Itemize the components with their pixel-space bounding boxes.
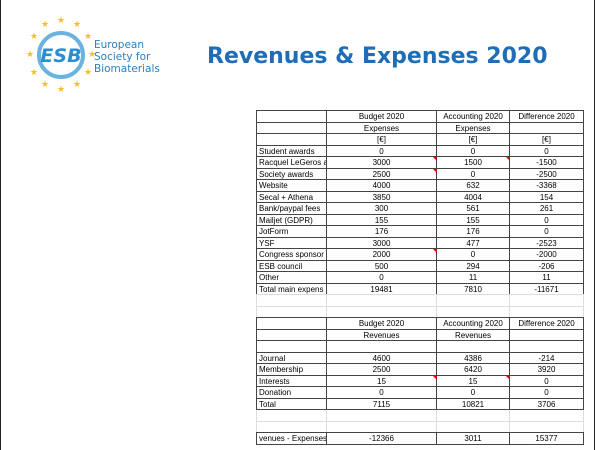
svg-text:★: ★ — [30, 68, 38, 78]
slide-title: Revenues & Expenses 2020 — [207, 44, 548, 69]
logo-initials: ESB — [40, 45, 81, 67]
comment-marker — [433, 157, 437, 161]
comment-marker — [506, 157, 510, 161]
comment-marker — [506, 375, 510, 380]
svg-text:★: ★ — [84, 68, 92, 78]
comment-marker — [433, 249, 437, 253]
table-cell: 3011 — [436, 432, 510, 445]
table-cell: 7115 — [326, 397, 437, 410]
svg-text:★: ★ — [84, 32, 92, 42]
logo-stars: ★ ★★★ ★★★★ ★★★★ — [26, 16, 96, 95]
logo: ESB ★ ★★★ ★★★★ ★★★★ — [26, 16, 96, 95]
logo-text: Biomaterials — [94, 63, 160, 75]
table-cell: 15377 — [509, 432, 584, 445]
table-cell: -12366 — [326, 432, 437, 445]
svg-text:★: ★ — [41, 80, 49, 90]
svg-text:★: ★ — [73, 80, 81, 90]
svg-text:★: ★ — [73, 20, 81, 30]
table-cell: Total — [256, 397, 327, 410]
svg-text:★: ★ — [57, 85, 65, 95]
table-cell: 10821 — [436, 397, 510, 410]
svg-text:★: ★ — [88, 50, 96, 60]
comment-marker — [433, 375, 437, 380]
table-cell: 3706 — [509, 397, 584, 410]
logo-text: European — [94, 39, 145, 51]
svg-text:★: ★ — [26, 50, 34, 60]
table-cell: venues - Expenses — [256, 432, 327, 445]
comment-marker — [433, 168, 437, 173]
logo-ring — [37, 31, 85, 79]
svg-text:★: ★ — [30, 32, 38, 42]
logo-text: Society for — [94, 51, 151, 63]
svg-text:★: ★ — [41, 20, 49, 30]
svg-text:★: ★ — [57, 16, 65, 26]
